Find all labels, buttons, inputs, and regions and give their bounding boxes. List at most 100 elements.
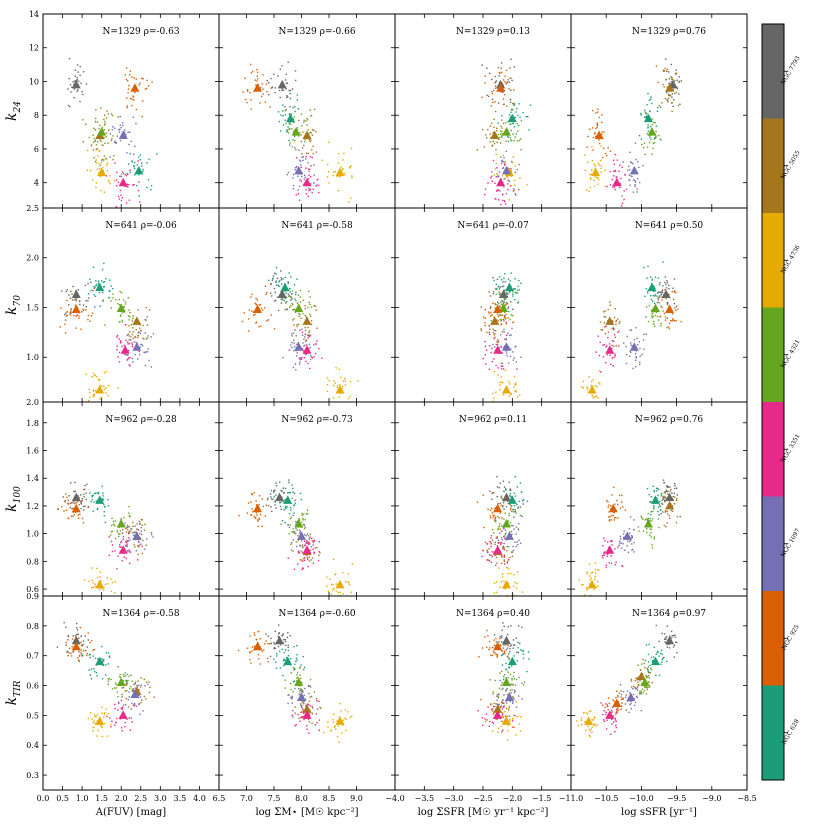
scatter-point <box>630 678 633 681</box>
x-tick-label: 6.5 <box>213 794 226 803</box>
scatter-point <box>502 506 504 508</box>
scatter-point <box>111 720 113 722</box>
scatter-point <box>118 298 120 301</box>
scatter-point <box>111 129 113 131</box>
scatter-point <box>511 327 513 330</box>
scatter-point <box>666 70 668 72</box>
scatter-point <box>129 550 131 553</box>
scatter-point <box>265 293 267 296</box>
scatter-point <box>512 133 514 135</box>
scatter-point <box>143 529 146 531</box>
scatter-point <box>341 169 343 171</box>
scatter-point <box>269 106 271 108</box>
scatter-point <box>504 711 506 713</box>
scatter-point <box>302 547 304 549</box>
scatter-point <box>117 696 119 698</box>
scatter-point <box>252 511 254 513</box>
scatter-point <box>75 300 77 302</box>
scatter-point <box>121 559 123 562</box>
scatter-point <box>514 116 516 118</box>
scatter-point <box>96 675 98 677</box>
x-tick-label: −2.5 <box>473 794 492 803</box>
scatter-point <box>290 113 292 115</box>
scatter-point <box>653 646 655 649</box>
scatter-point <box>82 141 84 143</box>
scatter-point <box>613 511 615 514</box>
scatter-point <box>248 309 250 311</box>
scatter-point <box>93 372 95 375</box>
scatter-point <box>290 305 292 307</box>
scatter-point <box>105 371 108 373</box>
scatter-point <box>302 712 305 715</box>
scatter-point <box>672 634 675 637</box>
scatter-point <box>110 524 113 527</box>
scatter-point <box>129 316 131 318</box>
scatter-point <box>503 678 505 681</box>
y-tick-label: 0.9 <box>26 592 39 601</box>
scatter-point <box>484 322 486 324</box>
scatter-point <box>76 633 78 636</box>
scatter-point <box>89 656 91 659</box>
scatter-point <box>504 203 507 205</box>
scatter-point <box>306 540 308 543</box>
scatter-point <box>666 522 668 524</box>
scatter-point <box>94 657 97 660</box>
scatter-point <box>294 139 296 142</box>
scatter-point <box>662 310 664 312</box>
scatter-point <box>148 681 150 683</box>
scatter-point <box>639 181 641 184</box>
scatter-point <box>270 637 272 640</box>
scatter-point <box>313 129 315 132</box>
scatter-point <box>504 281 506 283</box>
scatter-point <box>300 134 302 136</box>
scatter-point <box>295 194 297 196</box>
scatter-point <box>105 392 107 394</box>
scatter-point <box>661 632 663 635</box>
scatter-point <box>301 568 303 571</box>
scatter-point <box>671 93 673 95</box>
scatter-point <box>492 722 495 725</box>
scatter-point <box>648 304 651 307</box>
scatter-point <box>496 173 498 176</box>
scatter-point <box>60 307 62 309</box>
scatter-point <box>280 291 282 293</box>
scatter-point <box>93 393 96 396</box>
scatter-point <box>259 303 261 306</box>
scatter-point <box>92 149 95 151</box>
scatter-point <box>493 174 495 176</box>
scatter-point <box>307 685 310 688</box>
scatter-point <box>494 336 496 338</box>
scatter-point <box>300 160 302 162</box>
y-tick-label: 2.0 <box>26 254 39 263</box>
scatter-point <box>497 502 499 505</box>
scatter-point <box>491 171 493 173</box>
scatter-point <box>109 133 112 135</box>
scatter-point <box>586 587 588 589</box>
scatter-point <box>593 179 595 181</box>
scatter-point <box>105 157 108 160</box>
scatter-point <box>126 183 129 185</box>
scatter-point <box>116 568 118 570</box>
scatter-point <box>586 573 588 575</box>
scatter-point <box>504 588 506 590</box>
scatter-point <box>313 108 316 110</box>
scatter-point <box>508 81 511 83</box>
scatter-point <box>614 308 616 310</box>
scatter-point <box>307 337 309 339</box>
scatter-point <box>80 508 82 510</box>
scatter-point <box>83 493 85 495</box>
median-marker <box>130 689 140 698</box>
scatter-point <box>316 546 318 549</box>
scatter-point <box>91 579 93 581</box>
scatter-point <box>108 384 110 387</box>
scatter-point <box>89 641 91 644</box>
scatter-point <box>101 280 103 282</box>
scatter-point <box>126 359 128 361</box>
scatter-point <box>670 509 672 512</box>
scatter-point <box>668 517 671 519</box>
scatter-point <box>298 315 300 317</box>
scatter-point <box>307 704 309 706</box>
scatter-point <box>599 383 601 385</box>
scatter-point <box>582 380 584 383</box>
scatter-point <box>306 728 308 730</box>
